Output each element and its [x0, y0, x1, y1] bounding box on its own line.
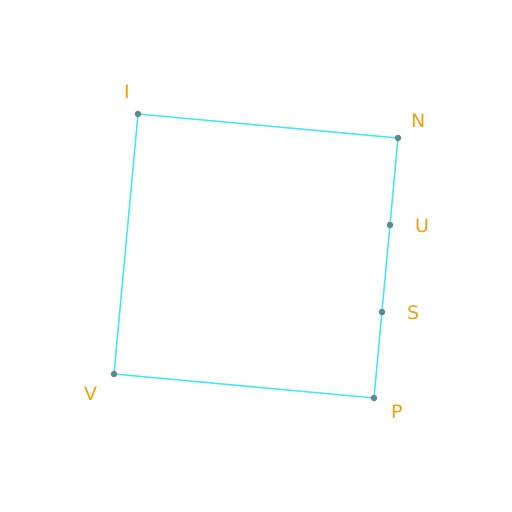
point-I	[134, 110, 142, 118]
segment-VI	[113, 113, 139, 375]
label-U: U	[415, 215, 429, 237]
point-N	[394, 134, 402, 142]
segment-NP	[373, 137, 399, 399]
segment-IN	[137, 113, 399, 139]
label-S: S	[407, 302, 419, 324]
point-S	[378, 308, 386, 316]
label-I: I	[124, 81, 130, 103]
segment-PV	[113, 373, 375, 399]
point-V	[110, 370, 118, 378]
point-P	[370, 394, 378, 402]
label-N: N	[411, 110, 425, 132]
label-P: P	[391, 401, 402, 423]
label-V: V	[84, 383, 97, 405]
point-U	[386, 221, 394, 229]
